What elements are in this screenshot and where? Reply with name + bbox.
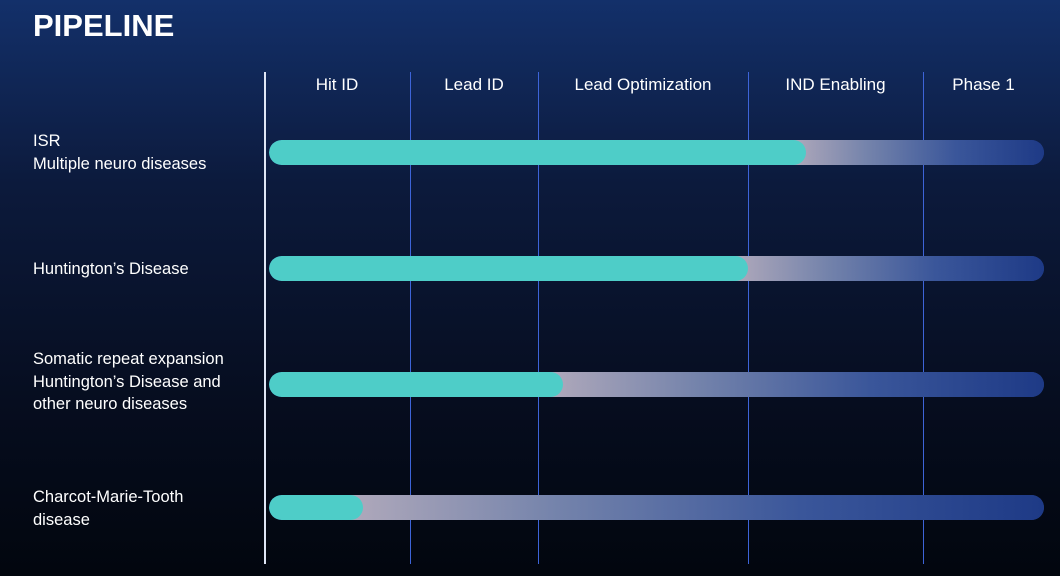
progress-track-fade: [549, 372, 1044, 397]
program-label-line: Multiple neuro diseases: [33, 154, 207, 173]
stage-label: IND Enabling: [785, 75, 886, 94]
stage-label: Hit ID: [315, 75, 359, 94]
program-label-line: disease: [33, 510, 90, 529]
progress-bar: [269, 140, 806, 165]
stage-divider: [748, 72, 749, 564]
progress-track: [269, 256, 1044, 281]
program-label-line: ISR: [33, 132, 61, 150]
page-title: PIPELINE: [33, 8, 175, 43]
stage-label: Lead ID: [444, 75, 504, 94]
stage-label: Lead Optimization: [574, 75, 712, 94]
stage-label: Phase 1: [952, 75, 1015, 94]
progress-bar: [269, 372, 564, 397]
progress-track: [269, 140, 1044, 165]
progress-track-fade: [791, 140, 1044, 165]
program-label-line: Huntington’s Disease: [33, 260, 189, 278]
program-label: ISR Multiple neuro diseases: [33, 130, 258, 175]
program-label: Huntington’s Disease: [33, 258, 258, 281]
progress-track: [269, 372, 1044, 397]
program-label: Somatic repeat expansion Huntington’s Dis…: [33, 348, 258, 416]
progress-track-fade: [349, 495, 1044, 520]
program-label-line: Charcot-Marie-Tooth: [33, 488, 184, 506]
stage-divider: [264, 72, 266, 564]
program-label-line: Huntington’s Disease and: [33, 372, 221, 391]
program-label: Charcot-Marie-Tooth disease: [33, 486, 258, 531]
stage-divider: [538, 72, 539, 564]
progress-bar: [269, 256, 748, 281]
progress-track: [269, 495, 1044, 520]
stage-divider: [923, 72, 924, 564]
progress-track-fade: [734, 256, 1044, 281]
progress-bar: [269, 495, 364, 520]
program-label-line: other neuro diseases: [33, 395, 188, 413]
program-label-line: Somatic repeat expansion: [33, 350, 224, 368]
stage-divider: [410, 72, 411, 564]
